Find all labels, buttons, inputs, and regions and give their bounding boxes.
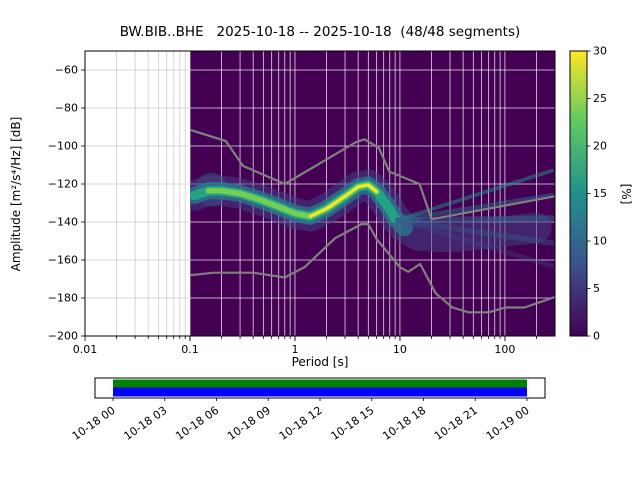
plot-frame-layer — [84, 50, 556, 337]
x-tick-label: 100 — [494, 343, 515, 356]
timeline-tick-label: 10-18 09 — [225, 404, 273, 443]
psd-fan-streak — [394, 215, 555, 223]
colorbar-tick-label: 20 — [593, 140, 607, 153]
colorbar-layer: 0 5 10 15 20 25 30 — [569, 45, 607, 343]
timeline-tick-label: 10-18 00 — [70, 404, 118, 443]
y-tick-label: −80 — [55, 102, 78, 115]
y-tick-label: −60 — [55, 64, 78, 77]
timeline-coverage-blue — [113, 387, 527, 397]
psd-fan-streak — [394, 217, 555, 246]
x-tick-label: 10 — [393, 343, 407, 356]
x-tick-label: 0.01 — [73, 343, 98, 356]
timeline-tick-label: 10-18 12 — [277, 404, 325, 443]
y-tick-label: −100 — [48, 140, 78, 153]
noise-model-high-line — [189, 128, 555, 221]
colorbar-tick-label: 5 — [593, 282, 600, 295]
colorbar-tick-label: 10 — [593, 235, 607, 248]
y-tick-label: −140 — [48, 216, 78, 229]
x-axis-label: Period [s] — [292, 355, 349, 369]
colorbar-tick-label: 0 — [593, 330, 600, 343]
axes-ticks-layer: 0.01 0.1 1 10 100 −60 −80 −100 −120 −140 −160 −180 −… — [48, 64, 537, 356]
colorbar-label: [%] — [619, 184, 633, 205]
y-axis-label: Amplitude [m²/s⁴/Hz] [dB] — [9, 117, 23, 272]
chart-title: BW.BIB..BHE 2025-10-18 -- 2025-10-18 (48… — [120, 24, 521, 40]
x-tick-label: 1 — [291, 343, 298, 356]
noise-model-low-line — [189, 223, 555, 314]
y-tick-label: −200 — [48, 330, 78, 343]
psd-band — [308, 183, 378, 218]
psd-probability-layer — [189, 168, 555, 269]
psd-fan-streak — [395, 192, 555, 223]
plot-frame — [84, 50, 556, 337]
psd-fan-streak — [395, 168, 554, 223]
timeline-tick-label: 10-18 06 — [173, 404, 221, 443]
colorbar-tick-label: 25 — [593, 92, 607, 105]
colorbar-tick-label: 15 — [593, 187, 607, 200]
timeline-tick-label: 10-18 15 — [328, 404, 376, 443]
noise-model-layer — [189, 128, 555, 314]
timeline-tick-label: 10-18 21 — [432, 404, 480, 443]
colorbar — [570, 51, 587, 336]
psd-fan-streak — [395, 217, 555, 269]
colorbar-tick-label: 30 — [593, 45, 607, 58]
timeline-tick-label: 10-18 03 — [121, 404, 169, 443]
timeline-layer: 10-18 00 10-18 03 10-18 06 10-18 09 10-18 12… — [70, 377, 546, 443]
y-tick-label: −160 — [48, 254, 78, 267]
y-tick-label: −180 — [48, 292, 78, 305]
timeline-coverage-green — [113, 379, 527, 388]
y-tick-label: −120 — [48, 178, 78, 191]
timeline-tick-label: 10-19 00 — [484, 404, 532, 443]
timeline-tick-label: 10-18 18 — [380, 404, 428, 443]
x-tick-label: 0.1 — [181, 343, 199, 356]
